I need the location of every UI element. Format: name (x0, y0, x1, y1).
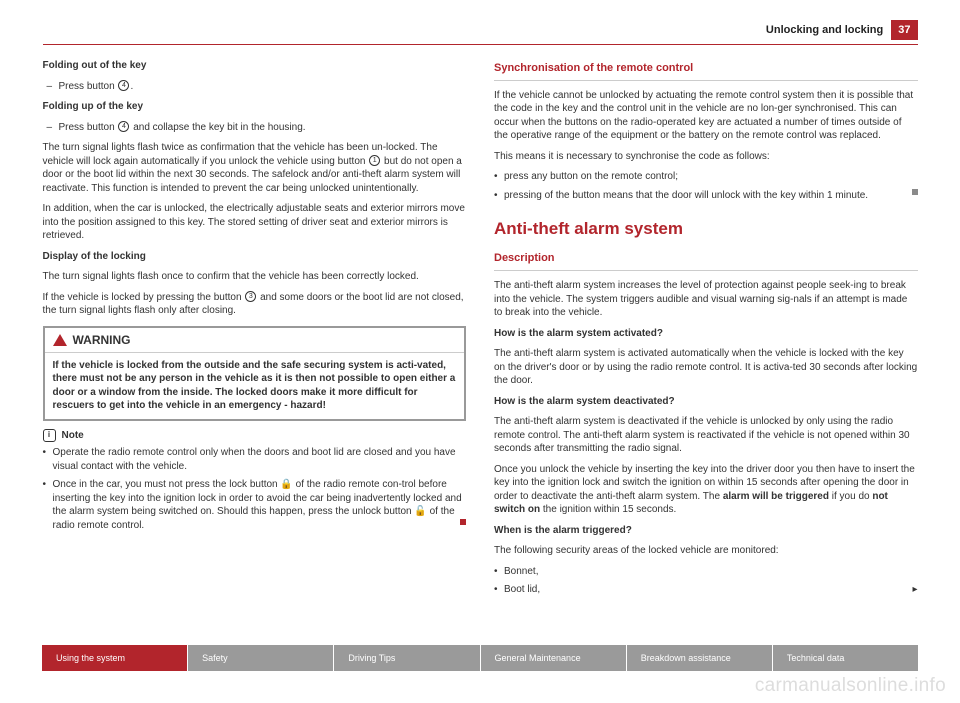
tab-breakdown[interactable]: Breakdown assistance (627, 645, 773, 671)
display-locking-p2: If the vehicle is locked by pressing the… (43, 291, 467, 318)
fold-out-step: Press button 4. (43, 80, 467, 94)
note-i-icon: i (43, 429, 56, 442)
fold-up-step: Press button 4 and collapse the key bit … (43, 121, 467, 135)
heading-display-locking: Display of the locking (43, 250, 467, 264)
sync-p2: This means it is necessary to synchronis… (494, 150, 918, 164)
warning-triangle-icon (53, 334, 67, 346)
heading-anti-theft: Anti-theft alarm system (494, 218, 918, 241)
note-label: Note (62, 429, 84, 443)
seats-mirrors-para: In addition, when the car is unlocked, t… (43, 202, 467, 243)
lock-icon: 🔒 (280, 479, 292, 490)
header-rule (43, 44, 918, 45)
a2b-mid: if you do (829, 491, 872, 502)
section-end-marker-icon (912, 189, 918, 195)
q-triggered: When is the alarm triggered? (494, 524, 918, 538)
monitored-item-2: Boot lid, ▸ (494, 583, 918, 597)
tab-using-system[interactable]: Using the system (42, 645, 188, 671)
a-activated: The anti-theft alarm system is activated… (494, 347, 918, 388)
tab-technical-data[interactable]: Technical data (773, 645, 918, 671)
page-number: 37 (891, 20, 917, 40)
sync-list: press any button on the remote control; … (494, 170, 918, 202)
left-column: Folding out of the key Press button 4. F… (43, 59, 467, 602)
fold-out-text: Press button (59, 81, 115, 92)
warning-label: WARNING (73, 332, 131, 348)
header-title: Unlocking and locking (766, 24, 883, 36)
button-ref-4b-icon: 4 (118, 121, 129, 132)
note-header: i Note (43, 429, 467, 443)
monitored-item-1: Bonnet, (494, 565, 918, 579)
heading-description: Description (494, 251, 918, 271)
q-activated: How is the alarm system activated? (494, 327, 918, 341)
heading-synchronisation: Synchronisation of the remote control (494, 61, 918, 81)
watermark: carmanualsonline.info (755, 675, 946, 697)
display-locking-p1: The turn signal lights flash once to con… (43, 270, 467, 284)
fold-up-text: Press button (59, 122, 115, 133)
right-column: Synchronisation of the remote control If… (494, 59, 918, 602)
a-deactivated-2: Once you unlock the vehicle by inserting… (494, 463, 918, 517)
item2-text: Boot lid, (504, 584, 540, 595)
heading-fold-up: Folding up of the key (43, 100, 467, 114)
a-triggered: The following security areas of the lock… (494, 544, 918, 558)
tab-driving-tips[interactable]: Driving Tips (334, 645, 480, 671)
monitored-list: Bonnet, Boot lid, ▸ (494, 565, 918, 597)
unlock-info-para: The turn signal lights flash twice as co… (43, 141, 467, 195)
content-columns: Folding out of the key Press button 4. F… (43, 59, 918, 602)
page-header: Unlocking and locking 37 (43, 20, 918, 40)
note-list: Operate the radio remote control only wh… (43, 446, 467, 532)
sync-b2-text: pressing of the button means that the do… (504, 190, 868, 201)
a2b-bold1: alarm will be triggered (723, 491, 829, 502)
warning-header: WARNING (45, 328, 465, 353)
button-ref-4-icon: 4 (118, 80, 129, 91)
tab-safety[interactable]: Safety (188, 645, 334, 671)
footer-tabs: Using the system Safety Driving Tips Gen… (42, 645, 918, 671)
sync-p1: If the vehicle cannot be unlocked by act… (494, 89, 918, 143)
button-ref-1-icon: 1 (369, 155, 380, 166)
heading-fold-out: Folding out of the key (43, 59, 467, 73)
a2b-end: the ignition within 15 seconds. (540, 504, 676, 515)
fold-up-cont: and collapse the key bit in the housing. (130, 122, 305, 133)
a-deactivated: The anti-theft alarm system is deactivat… (494, 415, 918, 456)
page-content: Unlocking and locking 37 Folding out of … (43, 0, 918, 602)
warning-box: WARNING If the vehicle is locked from th… (43, 326, 467, 421)
warning-body: If the vehicle is locked from the outsid… (45, 353, 465, 419)
note2a: Once in the car, you must not press the … (53, 479, 281, 490)
desc-p1: The anti-theft alarm system increases th… (494, 279, 918, 320)
continue-arrow-icon: ▸ (912, 583, 917, 597)
para4a: If the vehicle is locked by pressing the… (43, 292, 245, 303)
q-deactivated: How is the alarm system deactivated? (494, 395, 918, 409)
section-end-marker-icon (460, 519, 466, 525)
sync-item-1: press any button on the remote control; (494, 170, 918, 184)
note-item-1: Operate the radio remote control only wh… (43, 446, 467, 473)
unlock-icon: 🔓 (414, 506, 426, 517)
sync-item-2: pressing of the button means that the do… (494, 189, 918, 203)
note-item-2: Once in the car, you must not press the … (43, 478, 467, 532)
button-ref-3-icon: 3 (245, 291, 256, 302)
tab-general-maintenance[interactable]: General Maintenance (481, 645, 627, 671)
